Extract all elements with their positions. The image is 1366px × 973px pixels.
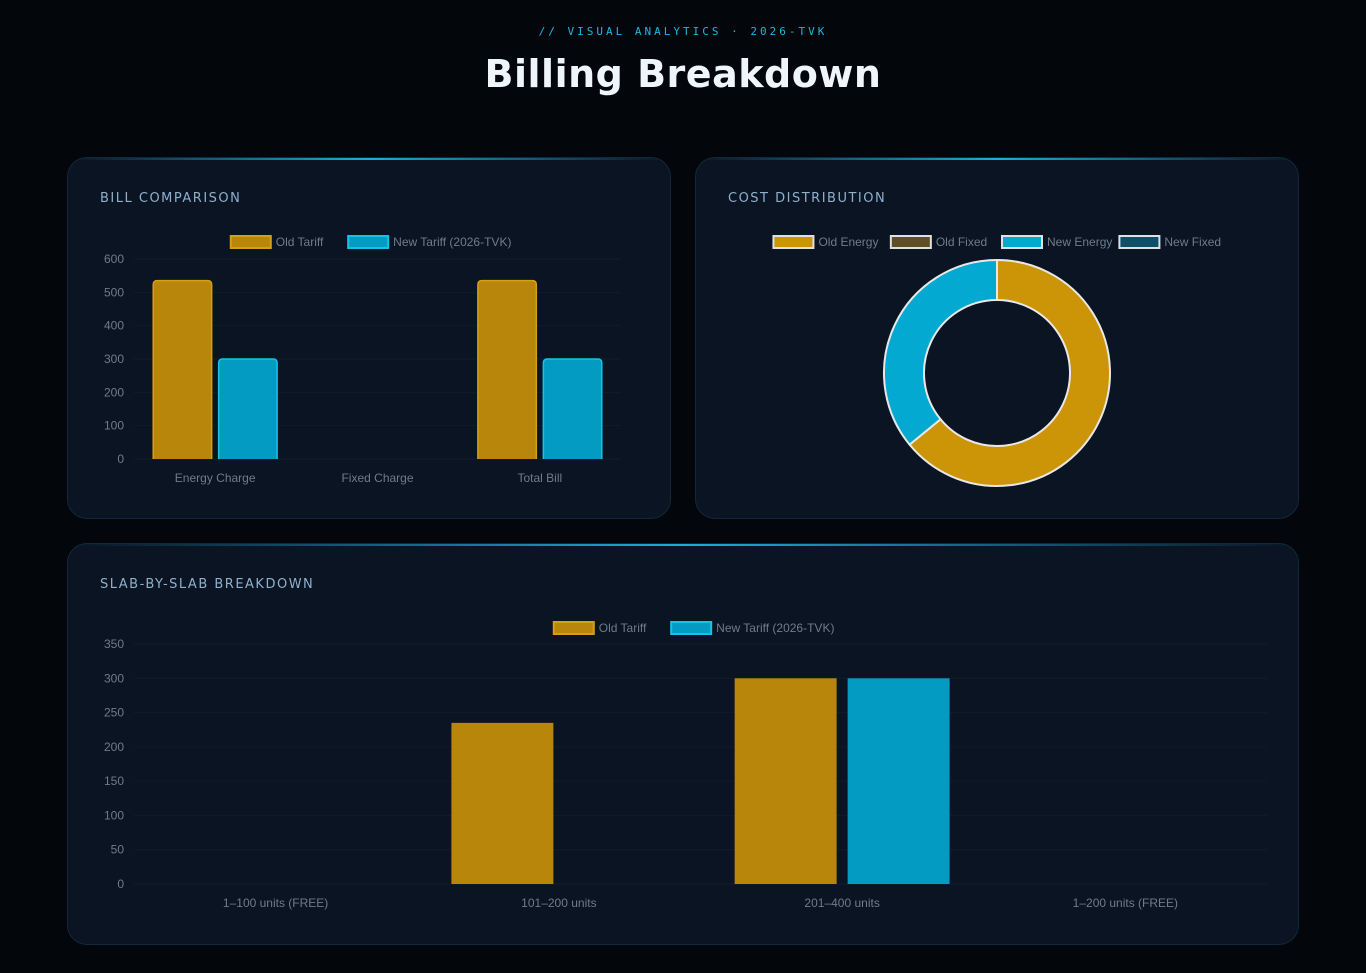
bill-bar xyxy=(152,279,213,459)
dist-legend-swatch xyxy=(772,235,815,249)
cost-distribution-chart: Old Energy Old Fixed New Energy New Fixed xyxy=(772,235,1221,487)
bill-legend-label: New Tariff (2026-TVK) xyxy=(393,235,511,249)
slab-y-tick-label: 0 xyxy=(117,877,124,891)
slab-legend-label: New Tariff (2026-TVK) xyxy=(716,621,834,635)
bill-y-tick-label: 100 xyxy=(104,419,124,433)
slab-breakdown-title: SLAB-BY-SLAB BREAKDOWN xyxy=(100,577,315,592)
bill-y-tick-label: 0 xyxy=(117,452,124,466)
slab-legend-swatch xyxy=(552,621,595,635)
slab-bar xyxy=(734,678,837,884)
bill-comparison-title: BILL COMPARISON xyxy=(100,191,242,206)
slab-bar xyxy=(451,722,554,884)
bill-comparison-chart: Old Tariff New Tariff (2026-TVK) 0 100 200 30… xyxy=(104,235,603,485)
bill-y-tick-label: 600 xyxy=(104,252,124,266)
bill-y-tick-label: 300 xyxy=(104,352,124,366)
slab-y-tick-label: 300 xyxy=(104,671,124,685)
dist-legend-swatch xyxy=(1001,235,1043,249)
page-title: Billing Breakdown xyxy=(484,52,882,96)
bill-y-tick-label: 200 xyxy=(104,385,124,399)
dist-legend-label: New Energy xyxy=(1047,235,1112,249)
slab-y-tick-label: 350 xyxy=(104,637,124,651)
page-eyebrow: // VISUAL ANALYTICS · 2026-TVK xyxy=(538,25,828,38)
slab-y-tick-label: 250 xyxy=(104,706,124,720)
slab-legend-label: Old Tariff xyxy=(599,621,647,635)
bill-x-tick-label: Total Bill xyxy=(517,471,562,485)
bill-bar xyxy=(542,358,603,459)
bill-legend-swatch xyxy=(347,235,390,249)
slab-x-tick-label: 1–200 units (FREE) xyxy=(1073,896,1178,910)
bill-y-tick-label: 400 xyxy=(104,319,124,333)
bill-legend-label: Old Tariff xyxy=(276,235,324,249)
slab-bar xyxy=(847,678,950,884)
bill-legend-swatch xyxy=(229,235,272,249)
dist-slice xyxy=(883,258,998,447)
slab-x-tick-label: 101–200 units xyxy=(521,896,596,910)
slab-y-tick-label: 200 xyxy=(104,740,124,754)
slab-y-tick-label: 150 xyxy=(104,774,124,788)
dist-legend-swatch xyxy=(1118,235,1161,249)
bill-comparison-card: BILL COMPARISON Old Tariff New Tariff (20… xyxy=(67,157,671,519)
bill-bar xyxy=(477,279,538,459)
cost-distribution-title: COST DISTRIBUTION xyxy=(728,191,887,206)
slab-legend-swatch xyxy=(670,621,713,635)
slab-breakdown-card: SLAB-BY-SLAB BREAKDOWN Old Tariff New Tar… xyxy=(67,543,1299,945)
bill-x-tick-label: Energy Charge xyxy=(175,471,256,485)
dist-slice xyxy=(908,258,1111,487)
dist-legend-label: Old Fixed xyxy=(936,235,987,249)
slab-y-tick-label: 50 xyxy=(111,843,125,857)
dist-legend-swatch xyxy=(889,235,932,249)
bill-y-tick-label: 500 xyxy=(104,285,124,299)
dist-legend-label: Old Energy xyxy=(818,235,878,249)
bill-x-tick-label: Fixed Charge xyxy=(341,471,413,485)
slab-x-tick-label: 1–100 units (FREE) xyxy=(223,896,328,910)
slab-y-tick-label: 100 xyxy=(104,808,124,822)
slab-breakdown-chart: Old Tariff New Tariff (2026-TVK) 0 50 100 150… xyxy=(104,621,1178,910)
dist-legend-label: New Fixed xyxy=(1164,235,1221,249)
cost-distribution-card: COST DISTRIBUTION Old Energy Old Fixed New… xyxy=(695,157,1299,519)
bill-bar xyxy=(217,358,278,459)
slab-x-tick-label: 201–400 units xyxy=(804,896,879,910)
